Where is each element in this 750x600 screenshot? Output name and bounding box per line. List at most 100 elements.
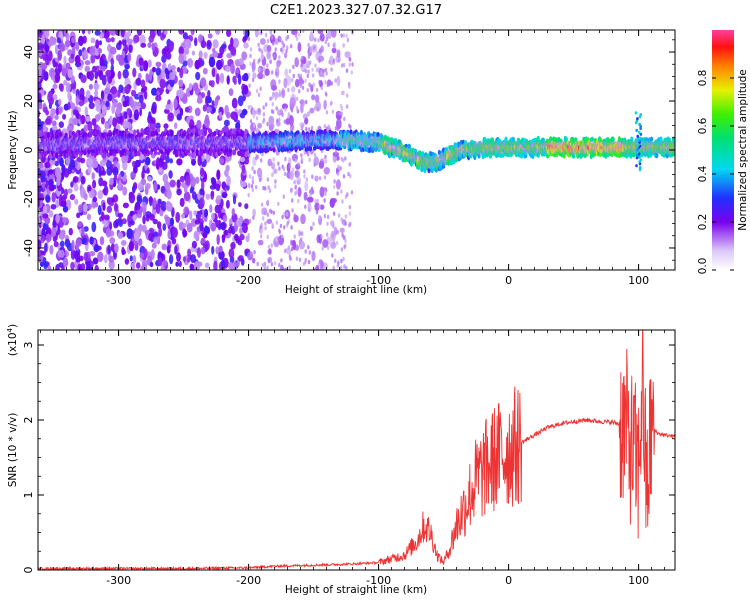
spectrogram-cell [204, 208, 208, 218]
spectrogram-cell [90, 37, 96, 44]
spectrogram-cell [134, 232, 140, 242]
spectrogram-cell [226, 175, 231, 186]
spectrogram-cell [101, 170, 107, 176]
spectrogram-cell [212, 39, 219, 49]
spectrogram-cell [102, 202, 106, 211]
spectrogram-cell [221, 234, 226, 241]
spectrogram-cell [169, 179, 176, 188]
spectrogram-cell [63, 188, 69, 197]
spectrogram-cell [287, 245, 291, 250]
spectrogram-cell [83, 49, 88, 60]
spectrogram-cell [324, 154, 327, 160]
spectrogram-cell [96, 70, 103, 77]
spectrogram-cell [92, 129, 96, 135]
spectrogram-cell [133, 34, 140, 43]
spectrogram-cell [83, 124, 89, 132]
spectrogram-cell [349, 221, 352, 227]
spectrogram-cell [103, 220, 108, 228]
spectrogram-cell [325, 110, 329, 115]
spectrogram-cell [318, 215, 321, 220]
spectrogram-cell [331, 109, 335, 114]
spectrogram-cell [332, 58, 335, 63]
spectrogram-cell [257, 92, 261, 98]
spectrogram-cell [165, 200, 171, 211]
spectrogram-cell [270, 243, 273, 248]
spectrogram-cell [83, 193, 88, 201]
spectrogram-cell [167, 63, 172, 71]
spectrogram-cell [344, 156, 347, 161]
spectrogram-cell [322, 68, 325, 74]
spectrogram-cell [241, 108, 248, 116]
spectrogram-cell [348, 57, 352, 62]
spectrogram-cell [91, 118, 97, 126]
spectrogram-cell [203, 129, 207, 137]
spectrogram-cell [249, 47, 253, 52]
spectrogram-cell [184, 106, 190, 113]
spectrogram-cell [207, 33, 213, 39]
spectrogram-cell [306, 152, 310, 157]
spectrogram-cell [288, 164, 291, 169]
spectrogram-cell [134, 201, 141, 211]
spectrogram-cell [314, 198, 317, 204]
spectrogram-cell [351, 62, 354, 67]
spectrogram-cell [189, 263, 194, 270]
spectrogram-cell [55, 152, 59, 159]
spectrogram-cell [122, 68, 129, 79]
spectrogram-cell [290, 246, 294, 252]
spectrogram-cell [323, 167, 330, 175]
spectrogram-cell [112, 130, 116, 136]
spectrogram-cell [288, 265, 291, 270]
spectrogram-cell [41, 235, 46, 242]
spectrogram-cell [135, 77, 142, 86]
spectrogram-cell [212, 178, 216, 189]
spectrogram-cell [342, 174, 346, 179]
spectrogram-cell [203, 226, 210, 235]
spectrogram-cell [270, 262, 274, 267]
spectrogram-cell [238, 255, 244, 262]
spectrogram-cell [282, 211, 286, 217]
spectrogram-cell [205, 193, 210, 200]
spectrogram-cell [261, 207, 268, 216]
spectrogram-cell [300, 153, 303, 158]
spectrogram-cell [266, 51, 272, 60]
spectrogram-cell [205, 240, 210, 251]
spectrogram-cell [278, 55, 281, 60]
spectrogram-cell [86, 157, 93, 166]
spectrogram-cell [86, 213, 92, 221]
spectrogram-cell [272, 210, 275, 215]
spectrogram-cell [323, 124, 326, 129]
spectrogram-cell [258, 177, 262, 183]
spectrogram-cell [92, 196, 98, 203]
spectrogram-cell [305, 177, 309, 182]
spectrogram-cell [248, 174, 252, 179]
spectrogram-cell [197, 94, 203, 103]
spectrogram-cell [106, 197, 112, 205]
spectrogram-cell [54, 61, 59, 68]
spectrogram-cell [127, 52, 132, 62]
spectrogram-cell [204, 262, 210, 269]
spectrogram-cell [63, 30, 68, 38]
spectrogram-cell [307, 127, 311, 132]
spectrogram-cell [336, 118, 342, 130]
spectrogram-cell [278, 117, 281, 122]
spectrogram-cell [267, 249, 270, 255]
spectrogram-cell [140, 42, 147, 48]
spectrogram-cell [123, 111, 128, 119]
spectrogram-cell [89, 236, 94, 245]
spectrogram-cell [252, 68, 255, 73]
spectrogram-cell [332, 240, 336, 245]
spectrogram-cell [312, 221, 315, 226]
spectrogram-cell [236, 68, 240, 74]
spectrogram-cell [306, 88, 309, 93]
spectrogram-cell [262, 105, 265, 110]
spectrogram-cell [163, 123, 169, 129]
spectrogram-cell [327, 124, 331, 129]
spectrogram-cell [117, 70, 122, 80]
spectrogram-cell [255, 88, 259, 94]
spectrogram-cell [307, 54, 311, 59]
spectrogram-cell [38, 50, 43, 57]
spectrogram-cell [216, 195, 222, 201]
spectrogram-cell [143, 128, 147, 135]
spectrogram-cell [230, 111, 237, 120]
spectrogram-cell [146, 168, 150, 174]
